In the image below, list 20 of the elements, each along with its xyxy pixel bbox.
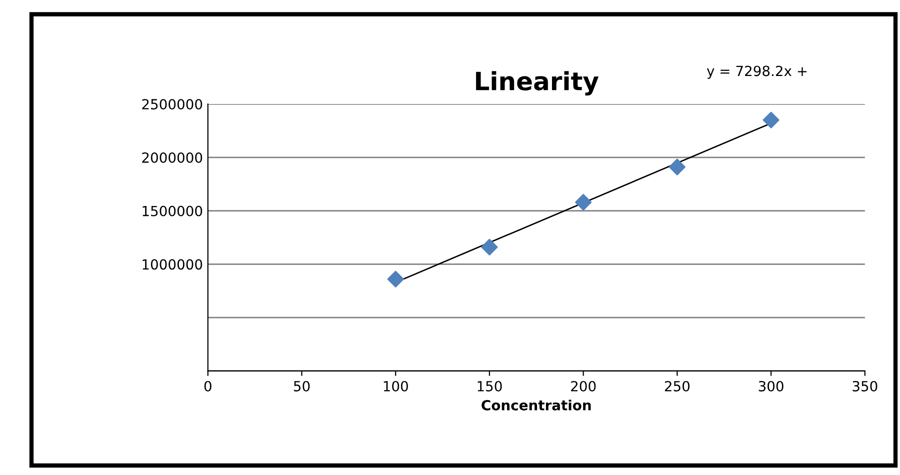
x-tick-label: 150 [478,380,502,392]
x-tick-label: 50 [294,380,310,392]
x-axis-title: Concentration [482,400,591,410]
point [575,194,592,211]
text: y = 7298.2x + [706,66,807,79]
x-tick-label: 100 [384,380,408,392]
point [387,270,404,288]
point [762,112,780,128]
x-tick-label: 300 [758,380,784,392]
x-tick-label: 0 [204,380,212,392]
x-tick-label: 200 [571,380,596,392]
y-tick-label: 2500000 [142,98,202,110]
x-tick-label: 350 [852,380,878,392]
point [481,238,498,256]
y-tick-label: 1500000 [142,206,202,216]
point [668,158,686,176]
chart-title: Linearity [476,71,599,96]
y-tick-label: 2000000 [142,152,202,163]
y-tick-label: 1000000 [142,259,202,270]
x-tick-label: 250 [664,380,690,392]
